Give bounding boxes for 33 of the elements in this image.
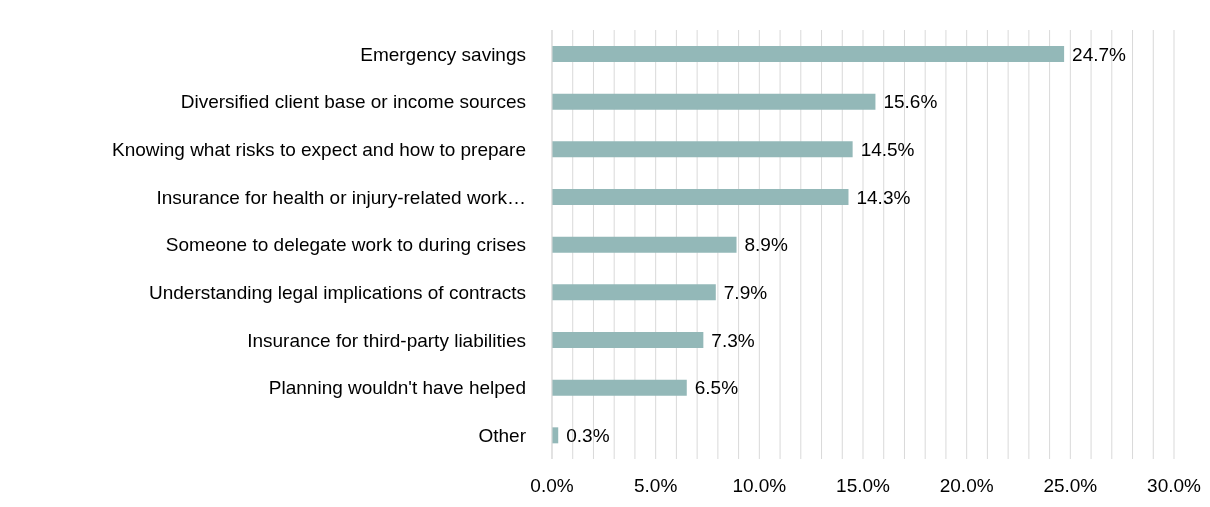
x-tick-label: 0.0% — [530, 475, 574, 497]
bar — [552, 141, 853, 158]
data-label: 14.5% — [860, 139, 915, 161]
x-tick-label: 25.0% — [1043, 475, 1098, 497]
x-tick-label: 15.0% — [836, 475, 891, 497]
data-label: 6.5% — [694, 377, 739, 399]
bar — [552, 332, 704, 348]
y-tick-label: Planning wouldn't have helped — [268, 377, 526, 399]
y-tick-label: Other — [478, 424, 527, 446]
data-label: 8.9% — [744, 234, 788, 256]
y-tick-label: Understanding legal implications of contracts — [148, 281, 526, 303]
bar — [552, 189, 849, 205]
x-tick-label: 5.0% — [634, 475, 678, 497]
data-label: 14.3% — [856, 186, 911, 208]
data-label: 24.7% — [1072, 43, 1127, 65]
bar — [552, 379, 687, 396]
y-tick-label: Emergency savings — [360, 43, 526, 65]
y-tick-label: Knowing what risks to expect and how to prepare — [111, 138, 526, 160]
data-label: 15.6% — [883, 91, 938, 113]
data-label: 0.3% — [566, 425, 610, 447]
x-tick-label: 30.0% — [1147, 475, 1202, 497]
bar — [552, 236, 737, 253]
bar — [552, 46, 1065, 62]
y-tick-label: Someone to delegate work to during crises — [165, 234, 526, 256]
bar — [552, 93, 876, 110]
y-tick-label: Insurance for third-party liabilities — [247, 329, 526, 351]
x-tick-label: 20.0% — [939, 475, 994, 497]
data-label: 7.3% — [711, 329, 755, 351]
y-tick-label: Insurance for health or injury-related work… — [156, 186, 526, 208]
data-label: 7.9% — [723, 282, 768, 304]
y-tick-label: Diversified client base or income sources — [180, 91, 526, 113]
x-tick-label: 10.0% — [732, 475, 787, 497]
bar — [552, 284, 716, 301]
